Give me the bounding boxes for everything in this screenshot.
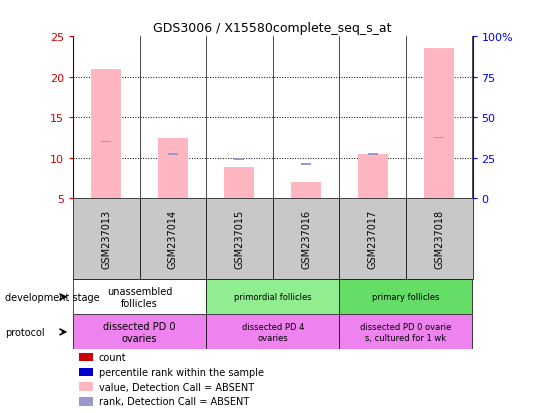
Bar [158, 138, 188, 199]
Text: dissected PD 0
ovaries: dissected PD 0 ovaries [103, 321, 176, 343]
Bar [357, 154, 388, 199]
Text: count: count [99, 352, 126, 362]
Text: dissected PD 4
ovaries: dissected PD 4 ovaries [241, 323, 304, 342]
Bar [234, 159, 245, 161]
Bar [73, 280, 206, 315]
Text: dissected PD 0 ovarie
s, cultured for 1 wk: dissected PD 0 ovarie s, cultured for 1 … [360, 323, 451, 342]
Bar [91, 69, 121, 199]
Text: GSM237016: GSM237016 [301, 210, 311, 269]
Text: GSM237015: GSM237015 [234, 210, 245, 269]
Bar [73, 315, 206, 350]
Bar [424, 49, 454, 199]
Bar [206, 315, 339, 350]
Bar [101, 141, 111, 143]
Bar [339, 199, 406, 280]
Text: GSM237014: GSM237014 [168, 210, 178, 269]
Text: rank, Detection Call = ABSENT: rank, Detection Call = ABSENT [99, 396, 249, 406]
Text: GSM237017: GSM237017 [368, 210, 377, 269]
Text: development stage: development stage [5, 292, 100, 302]
Text: primary follicles: primary follicles [372, 292, 440, 301]
Text: value, Detection Call = ABSENT: value, Detection Call = ABSENT [99, 382, 254, 392]
Bar [206, 280, 339, 315]
Bar [79, 397, 93, 406]
Text: GSM237013: GSM237013 [101, 210, 111, 269]
Bar [291, 183, 321, 199]
Bar [368, 154, 377, 155]
Bar [73, 199, 139, 280]
Bar [168, 154, 178, 155]
Bar [139, 199, 206, 280]
Bar [301, 164, 311, 166]
Title: GDS3006 / X15580complete_seq_s_at: GDS3006 / X15580complete_seq_s_at [153, 21, 392, 35]
Text: GSM237018: GSM237018 [434, 210, 444, 269]
Text: unassembled
follicles: unassembled follicles [107, 286, 172, 308]
Bar [79, 382, 93, 391]
Bar [225, 168, 254, 199]
Text: percentile rank within the sample: percentile rank within the sample [99, 367, 264, 377]
Bar [206, 199, 273, 280]
Bar [339, 315, 472, 350]
Bar [339, 280, 472, 315]
Text: primordial follicles: primordial follicles [234, 292, 312, 301]
Text: protocol: protocol [5, 327, 45, 337]
Bar [434, 137, 444, 139]
Bar [406, 199, 472, 280]
Bar [273, 199, 339, 280]
Bar [79, 368, 93, 376]
Bar [79, 353, 93, 361]
